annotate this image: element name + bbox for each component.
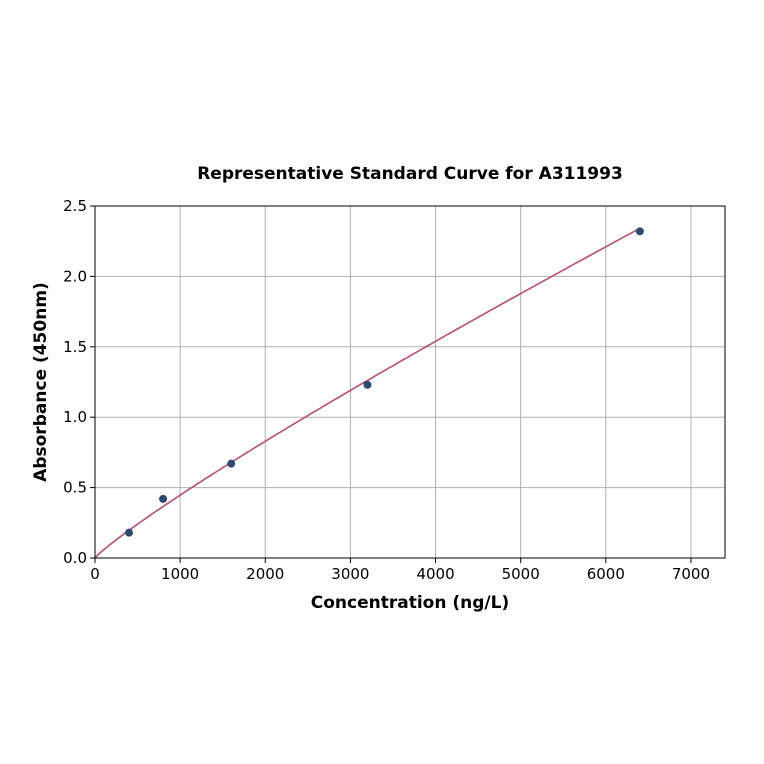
y-tick-label: 1.0: [63, 408, 87, 426]
x-tick-label: 4000: [416, 565, 454, 583]
y-tick-label: 2.0: [63, 267, 87, 285]
y-axis-ticks: 0.0 0.5 1.0 1.5 2.0 2.5: [63, 197, 95, 567]
data-point: [227, 459, 236, 468]
data-point: [125, 528, 134, 537]
chart-title: Representative Standard Curve for A31199…: [197, 164, 623, 184]
plot-frame: [94, 205, 726, 559]
x-tick-label: 6000: [587, 565, 625, 583]
y-axis-label: Absorbance (450nm): [31, 282, 51, 482]
fit-curve: [94, 227, 641, 559]
data-points: [125, 227, 644, 537]
data-point: [635, 227, 644, 236]
x-axis-label: Concentration (ng/L): [311, 593, 509, 613]
x-tick-label: 5000: [502, 565, 540, 583]
y-tick-label: 2.5: [63, 197, 87, 215]
data-point: [363, 380, 372, 389]
x-axis-ticks: 0 1000 2000 3000 4000 5000 6000 7000: [90, 558, 710, 583]
x-tick-label: 3000: [331, 565, 369, 583]
x-tick-label: 2000: [246, 565, 284, 583]
grid: [94, 205, 725, 559]
data-point: [159, 494, 168, 503]
y-tick-label: 1.5: [63, 338, 87, 356]
y-tick-label: 0.0: [63, 549, 87, 567]
x-tick-label: 1000: [161, 565, 199, 583]
fit-curve-group: [94, 227, 641, 559]
x-tick-label: 0: [90, 565, 100, 583]
y-tick-label: 0.5: [63, 479, 87, 497]
x-tick-label: 7000: [672, 565, 710, 583]
